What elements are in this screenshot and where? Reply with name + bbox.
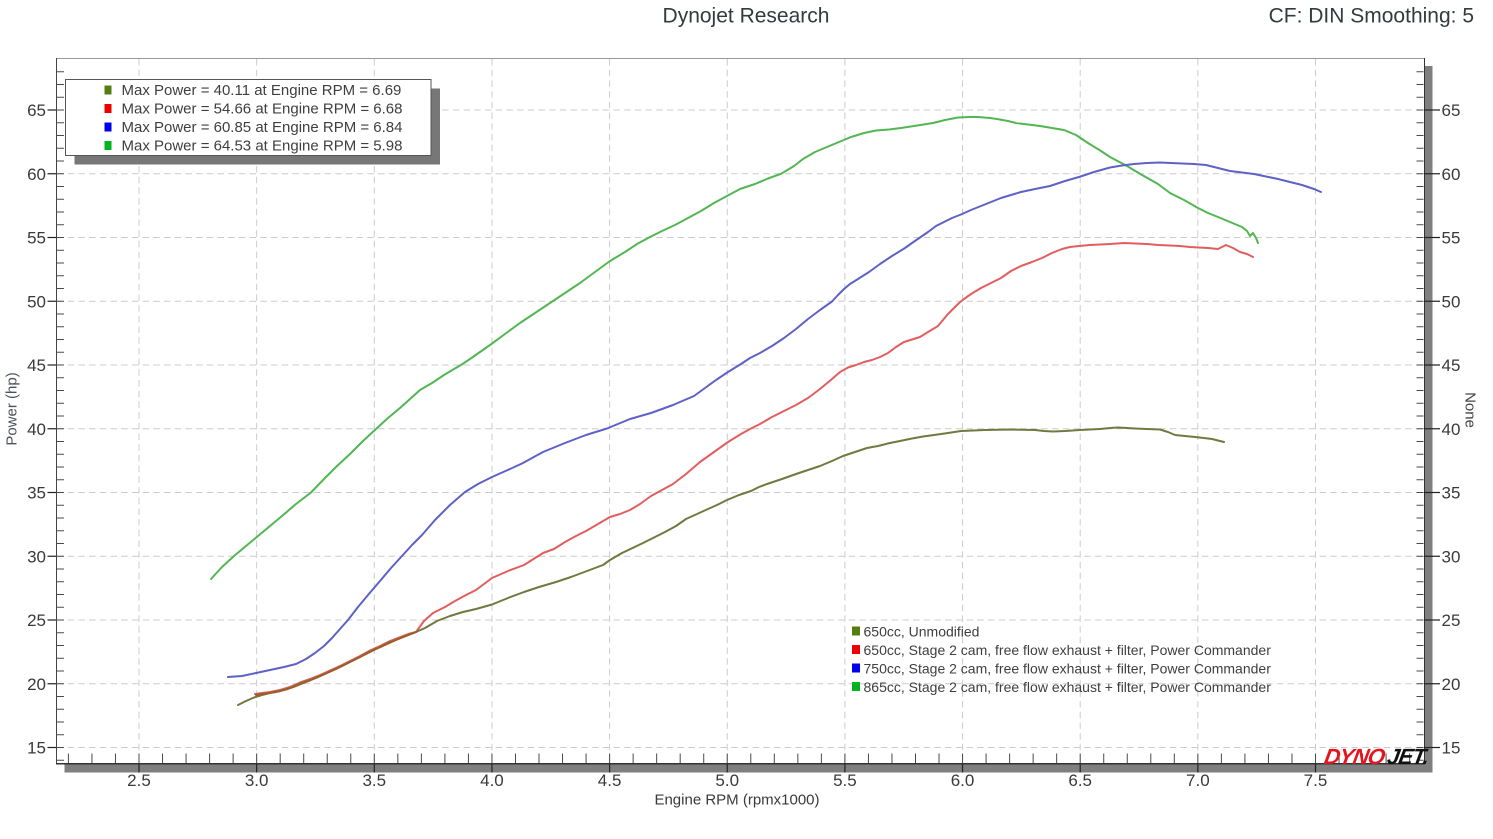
svg-text:3.5: 3.5 — [362, 771, 386, 790]
svg-text:65: 65 — [1442, 101, 1461, 120]
svg-text:650cc, Unmodified: 650cc, Unmodified — [864, 624, 980, 640]
svg-text:20: 20 — [1442, 675, 1461, 694]
svg-text:2.5: 2.5 — [127, 771, 151, 790]
svg-text:Max Power = 60.85 at Engine RP: Max Power = 60.85 at Engine RPM = 6.84 — [122, 119, 403, 136]
svg-text:50: 50 — [27, 292, 46, 311]
svg-text:7.5: 7.5 — [1304, 771, 1328, 790]
svg-text:60: 60 — [27, 165, 46, 184]
svg-text:50: 50 — [1442, 292, 1461, 311]
svg-text:35: 35 — [1442, 484, 1461, 503]
svg-text:45: 45 — [27, 356, 46, 375]
svg-text:650cc, Stage 2 cam, free flow: 650cc, Stage 2 cam, free flow exhaust + … — [864, 642, 1272, 658]
svg-text:Max Power = 40.11 at Engine RP: Max Power = 40.11 at Engine RPM = 6.69 — [122, 82, 402, 99]
svg-text:15: 15 — [27, 739, 46, 758]
svg-text:15: 15 — [1442, 739, 1461, 758]
svg-text:60: 60 — [1442, 165, 1461, 184]
svg-text:None: None — [1462, 392, 1479, 428]
svg-text:65: 65 — [27, 101, 46, 120]
svg-text:865cc, Stage 2 cam, free flow: 865cc, Stage 2 cam, free flow exhaust + … — [864, 679, 1272, 695]
svg-text:CF: DIN Smoothing: 5: CF: DIN Smoothing: 5 — [1269, 5, 1474, 28]
svg-text:5.5: 5.5 — [833, 771, 857, 790]
svg-text:40: 40 — [1442, 420, 1461, 439]
svg-text:30: 30 — [27, 547, 46, 566]
svg-text:55: 55 — [27, 229, 46, 248]
svg-text:6.5: 6.5 — [1068, 771, 1092, 790]
svg-text:35: 35 — [27, 484, 46, 503]
svg-text:20: 20 — [27, 675, 46, 694]
svg-text:40: 40 — [27, 420, 46, 439]
svg-text:3.0: 3.0 — [245, 771, 269, 790]
svg-text:Max Power = 54.66 at Engine RP: Max Power = 54.66 at Engine RPM = 6.68 — [122, 101, 403, 118]
svg-text:4.5: 4.5 — [598, 771, 622, 790]
svg-text:Power (hp): Power (hp) — [4, 372, 21, 445]
svg-text:30: 30 — [1442, 547, 1461, 566]
svg-text:7.0: 7.0 — [1186, 771, 1210, 790]
svg-text:25: 25 — [27, 611, 46, 630]
svg-text:5.0: 5.0 — [715, 771, 739, 790]
svg-text:Dynojet Research: Dynojet Research — [663, 5, 830, 28]
svg-text:JET.: JET. — [1385, 744, 1430, 769]
svg-text:55: 55 — [1442, 229, 1461, 248]
svg-text:750cc, Stage 2 cam, free flow: 750cc, Stage 2 cam, free flow exhaust + … — [864, 661, 1272, 677]
svg-text:Engine RPM (rpmx1000): Engine RPM (rpmx1000) — [654, 792, 819, 809]
svg-text:6.0: 6.0 — [951, 771, 975, 790]
svg-text:25: 25 — [1442, 611, 1461, 630]
svg-text:4.0: 4.0 — [480, 771, 504, 790]
svg-text:DYNO: DYNO — [1322, 744, 1387, 769]
svg-text:Max Power = 64.53 at Engine RP: Max Power = 64.53 at Engine RPM = 5.98 — [122, 138, 403, 155]
svg-text:45: 45 — [1442, 356, 1461, 375]
